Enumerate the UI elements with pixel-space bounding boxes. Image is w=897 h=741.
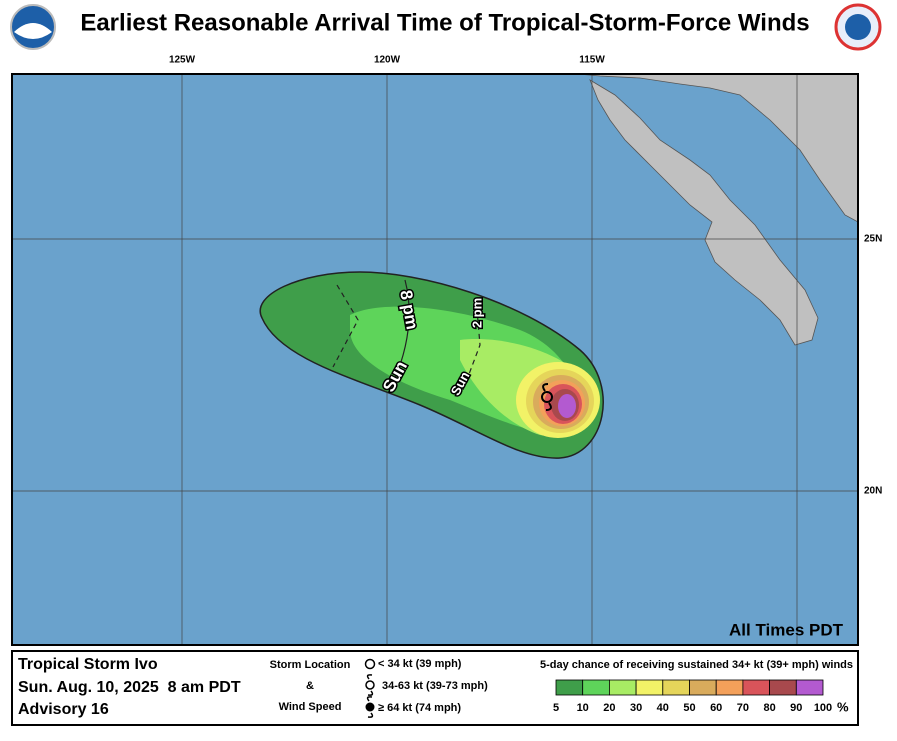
scale-cell bbox=[769, 679, 797, 696]
scale-cell bbox=[609, 679, 637, 696]
scale-tick-label: 20 bbox=[603, 702, 615, 714]
time-contour bbox=[462, 297, 481, 391]
scale-cell bbox=[555, 679, 584, 696]
scale-cell bbox=[635, 679, 664, 696]
lat-label: 25N bbox=[864, 234, 882, 245]
baja-peninsula bbox=[589, 79, 819, 346]
advisory-time: Sun. Aug. 10, 2025 8 am PDT bbox=[18, 679, 241, 696]
key-title: Storm Location bbox=[270, 659, 351, 671]
band-90 bbox=[558, 394, 576, 418]
lon-label: 125W bbox=[169, 55, 196, 66]
key-entry: 34-63 kt (39-73 mph) bbox=[382, 680, 488, 692]
color-scale: 5 10 20 30 40 50 60 70 80 90 100% bbox=[553, 679, 849, 714]
time-contour bbox=[389, 279, 410, 391]
scale-tick-label: 30 bbox=[630, 702, 642, 714]
key-symbol bbox=[365, 680, 375, 690]
key-symbol-arms bbox=[366, 696, 374, 718]
map: 8 pm Sun 2 pm Sun All Times PDT bbox=[11, 73, 859, 646]
storm-symbol bbox=[541, 383, 553, 411]
scale-tick-label: 70 bbox=[737, 702, 749, 714]
scale-tick-label: 90 bbox=[790, 702, 802, 714]
scale-cell bbox=[582, 679, 610, 696]
noaa-logo-wave bbox=[14, 23, 52, 39]
lon-label: 120W bbox=[374, 55, 401, 66]
title: Earliest Reasonable Arrival Time of Trop… bbox=[80, 9, 809, 36]
lat-label: 20N bbox=[864, 486, 882, 497]
key-title: & bbox=[306, 680, 314, 692]
scale-cell bbox=[742, 679, 771, 696]
key-symbol bbox=[365, 702, 375, 712]
scale-tick-label: 60 bbox=[710, 702, 722, 714]
key-symbol-arms bbox=[366, 674, 374, 696]
key-entry: < 34 kt (39 mph) bbox=[378, 658, 462, 670]
scale-cell bbox=[689, 679, 717, 696]
scale-tick-label: 5 bbox=[553, 702, 559, 714]
scale-title: 5-day chance of receiving sustained 34+ … bbox=[540, 659, 853, 671]
advisory-number: Advisory 16 bbox=[18, 701, 109, 718]
scale-tick-label: 80 bbox=[763, 702, 775, 714]
scale-tick-label: 40 bbox=[657, 702, 669, 714]
time-note: All Times PDT bbox=[729, 620, 844, 639]
scale-tick-label: 50 bbox=[683, 702, 695, 714]
key-entry: ≥ 64 kt (74 mph) bbox=[378, 702, 461, 714]
storm-symbol-center bbox=[541, 391, 553, 403]
time-label: 2 pm bbox=[469, 298, 484, 328]
nws-logo-inner bbox=[845, 14, 871, 40]
storm-symbol-arms bbox=[542, 383, 552, 411]
scale-cell bbox=[715, 679, 744, 696]
key-symbol bbox=[364, 658, 376, 670]
scale-tick-label: 100 bbox=[814, 702, 832, 714]
map-frame bbox=[11, 73, 859, 646]
scale-cell bbox=[662, 679, 690, 696]
time-contour bbox=[332, 284, 359, 368]
scale-tick-label: 10 bbox=[577, 702, 589, 714]
key-title: Wind Speed bbox=[279, 701, 342, 713]
scale-cell bbox=[795, 679, 824, 696]
lon-label: 115W bbox=[579, 55, 605, 66]
storm-name: Tropical Storm Ivo bbox=[18, 656, 158, 673]
scale-unit: % bbox=[837, 699, 849, 714]
